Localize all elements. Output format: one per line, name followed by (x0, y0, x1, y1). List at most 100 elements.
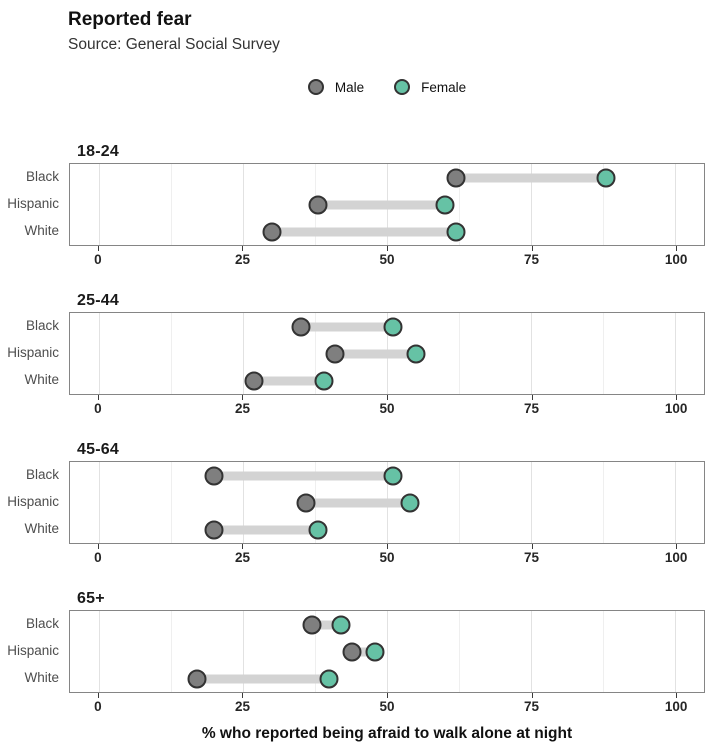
legend-label-female: Female (421, 79, 467, 95)
facet-title: 65+ (77, 590, 105, 607)
y-axis-label: Hispanic (7, 643, 59, 658)
chart-header: Reported fear Source: General Social Sur… (0, 0, 714, 55)
gridline (675, 611, 677, 692)
x-tick-mark (97, 395, 99, 400)
x-tick-mark (531, 395, 533, 400)
y-axis-labels: Black Hispanic White (0, 312, 69, 395)
female-dot-icon (394, 79, 411, 95)
male-dot (342, 642, 362, 661)
y-axis-label: White (24, 521, 59, 536)
female-dot (365, 642, 385, 661)
gridline (98, 313, 100, 394)
x-tick-label: 0 (94, 252, 102, 267)
gridline (170, 462, 172, 543)
x-tick-mark (676, 395, 678, 400)
male-dot-icon (307, 79, 324, 95)
gridline (459, 462, 461, 543)
dumbbell-row (70, 611, 704, 638)
male-dot (296, 493, 316, 512)
page-title: Reported fear (68, 9, 192, 30)
y-axis-label: Black (25, 467, 59, 482)
facet-body: Black Hispanic White (0, 461, 705, 544)
gridline (603, 313, 605, 394)
x-tick-label: 25 (234, 550, 250, 565)
connector-bar (335, 349, 416, 358)
x-tick-label: 25 (234, 401, 250, 416)
y-axis-label: Black (25, 169, 59, 184)
female-dot (596, 168, 616, 187)
x-tick-label: 100 (664, 252, 688, 267)
female-dot (383, 317, 403, 336)
gridline (531, 313, 533, 394)
facet-body: Black Hispanic White (0, 163, 705, 246)
x-tick-label: 0 (94, 401, 102, 416)
connector-bar (254, 376, 324, 385)
x-tick-mark (387, 246, 388, 251)
facet-block: 65+ Black Hispanic White 0 25 50 75 100 (0, 578, 714, 723)
facet-block: 45-64 Black Hispanic White 0 25 50 75 100 (0, 429, 714, 574)
x-tick-label: 50 (379, 252, 395, 267)
gridline (242, 164, 244, 245)
gridline (170, 611, 172, 692)
connector-bar (214, 471, 393, 480)
male-dot (187, 669, 207, 688)
x-tick-mark (676, 693, 678, 698)
page-subtitle: Source: General Social Survey (68, 36, 280, 53)
y-axis-label: Hispanic (7, 196, 59, 211)
y-axis-label: White (24, 670, 59, 685)
x-tick-mark (97, 544, 99, 549)
dumbbell-row (70, 489, 704, 516)
x-tick-label: 0 (94, 699, 102, 714)
x-tick-label: 25 (234, 252, 250, 267)
female-dot (406, 344, 426, 363)
y-axis-label: White (24, 372, 59, 387)
y-axis-label: Black (25, 616, 59, 631)
facet-title: 25-44 (77, 292, 119, 309)
x-tick-mark (97, 246, 99, 251)
x-tick-label: 50 (379, 550, 395, 565)
connector-bar (317, 200, 445, 209)
x-tick-mark (242, 246, 244, 251)
gridline (603, 164, 605, 245)
x-tick-label: 75 (524, 550, 540, 565)
x-axis: 0 25 50 75 100 (69, 246, 705, 276)
dumbbell-row (70, 638, 704, 665)
dumbbell-row (70, 191, 704, 218)
male-dot (446, 168, 466, 187)
legend-item-female: Female (394, 79, 466, 95)
gridline (242, 313, 244, 394)
dumbbell-row (70, 516, 704, 543)
facet-container: 18-24 Black Hispanic White 0 25 50 75 100 25-44 Bl… (0, 131, 714, 723)
gridline (459, 313, 461, 394)
dumbbell-row (70, 340, 704, 367)
male-dot (244, 371, 264, 390)
male-dot (302, 615, 322, 634)
gridline (675, 313, 677, 394)
dumbbell-row (70, 367, 704, 394)
gridline (531, 164, 533, 245)
gridline (675, 462, 677, 543)
x-tick-label: 50 (379, 699, 395, 714)
dumbbell-row (70, 218, 704, 245)
connector-bar (271, 227, 457, 236)
gridline (603, 462, 605, 543)
x-tick-mark (97, 693, 99, 698)
x-tick-mark (531, 246, 533, 251)
facet-title: 18-24 (77, 143, 119, 160)
connector-bar (312, 620, 341, 629)
x-tick-mark (242, 395, 244, 400)
x-axis: 0 25 50 75 100 (69, 544, 705, 574)
x-tick-label: 50 (379, 401, 395, 416)
x-tick-label: 0 (94, 550, 102, 565)
connector-bar (456, 173, 606, 182)
x-tick-label: 100 (664, 401, 688, 416)
x-tick-label: 100 (664, 699, 688, 714)
x-tick-label: 75 (524, 699, 540, 714)
gridline (314, 313, 316, 394)
y-axis-label: White (24, 223, 59, 238)
gridline (459, 164, 461, 245)
connector-bar (306, 498, 411, 507)
female-dot (435, 195, 455, 214)
gridline (387, 611, 388, 692)
x-tick-label: 75 (524, 401, 540, 416)
